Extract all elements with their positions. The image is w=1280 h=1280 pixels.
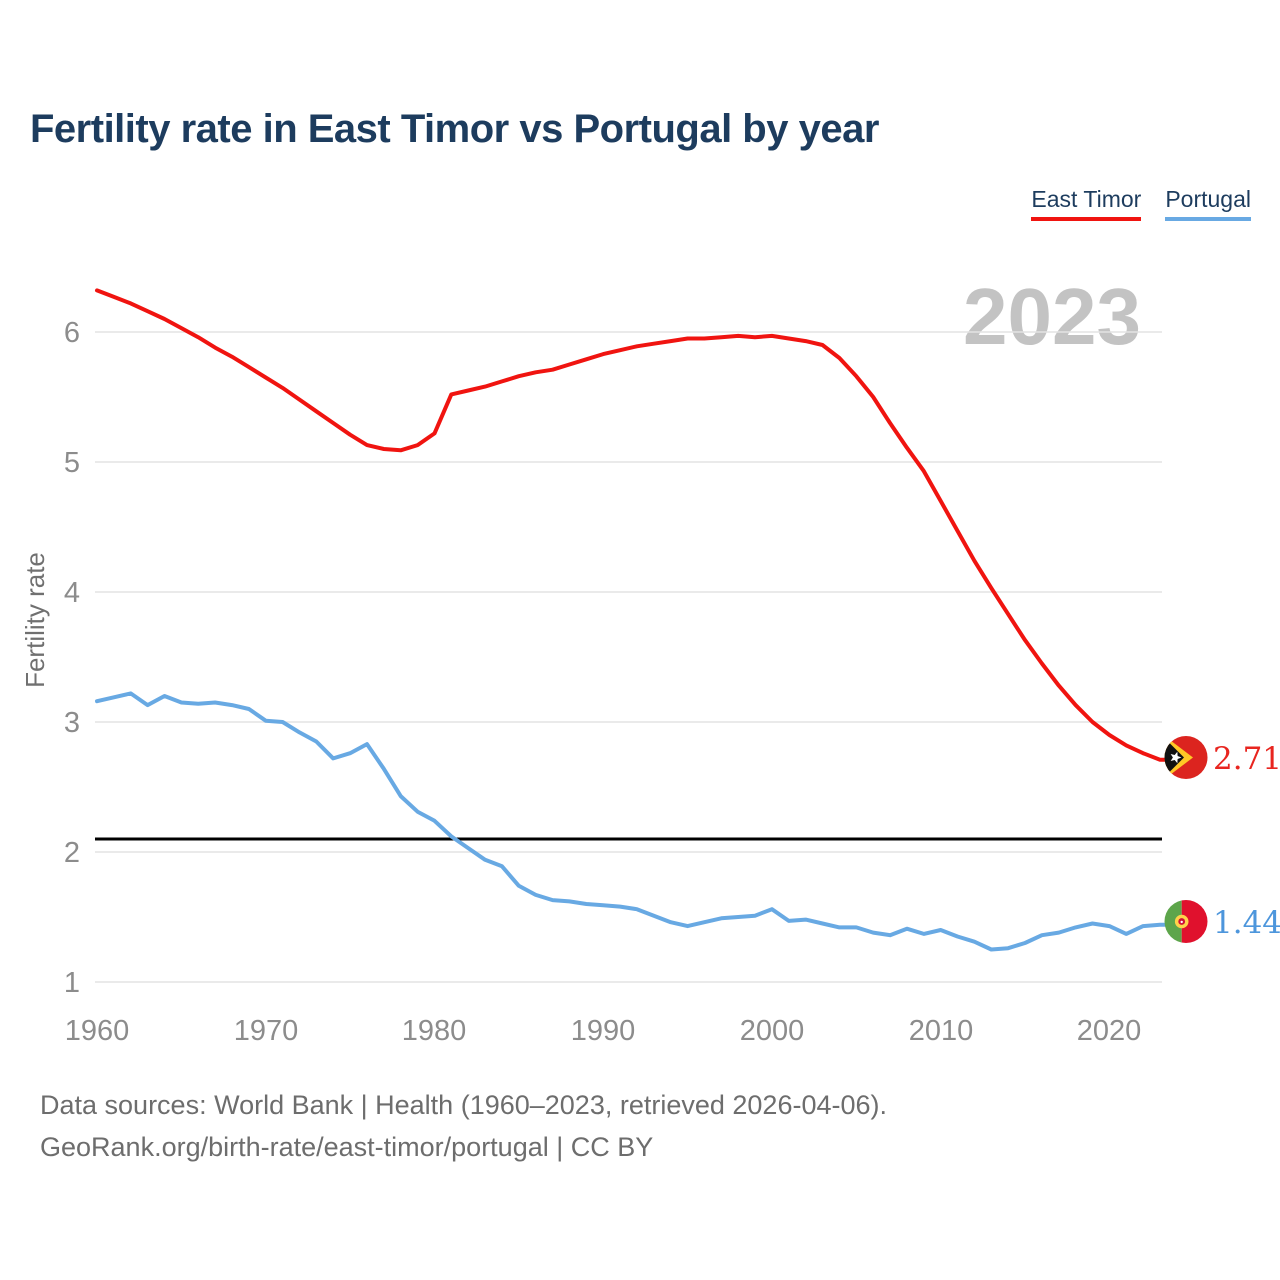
legend-item-east-timor[interactable]: East Timor	[1031, 186, 1142, 221]
ytick-2: 2	[64, 837, 80, 869]
legend: East Timor Portugal	[1031, 186, 1251, 221]
xtick-2010: 2010	[909, 1015, 974, 1047]
ytick-3: 3	[64, 707, 80, 739]
east-timor-line	[95, 288, 1172, 762]
ytick-5: 5	[64, 447, 80, 479]
xtick-2020: 2020	[1077, 1015, 1142, 1047]
portugal-line	[95, 691, 1172, 952]
legend-item-portugal[interactable]: Portugal	[1165, 186, 1251, 221]
page-title: Fertility rate in East Timor vs Portugal…	[30, 107, 879, 151]
footer-attribution: GeoRank.org/birth-rate/east-timor/portug…	[40, 1132, 654, 1162]
portugal-end-value: 1.44	[1213, 905, 1280, 941]
y-axis-ticks: 6 5 4 3 2 1	[64, 317, 80, 999]
ytick-4: 4	[64, 577, 80, 609]
footer-data-sources: Data sources: World Bank | Health (1960–…	[40, 1090, 887, 1120]
ytick-1: 1	[64, 967, 80, 999]
footer: Data sources: World Bank | Health (1960–…	[40, 1084, 887, 1168]
x-axis-ticks: 1960 1970 1980 1990 2000 2010 2020	[65, 1015, 1142, 1047]
east-timor-flag-icon	[1164, 736, 1208, 779]
xtick-1960: 1960	[65, 1015, 130, 1047]
xtick-2000: 2000	[740, 1015, 805, 1047]
east-timor-end-value: 2.71	[1213, 741, 1280, 777]
xtick-1970: 1970	[234, 1015, 299, 1047]
xtick-1980: 1980	[402, 1015, 467, 1047]
ytick-6: 6	[64, 317, 80, 349]
portugal-flag-icon	[1164, 900, 1208, 943]
y-axis-label: Fertility rate	[20, 552, 50, 688]
xtick-1990: 1990	[571, 1015, 636, 1047]
gridlines	[95, 331, 1162, 983]
year-watermark: 2023	[963, 272, 1141, 361]
